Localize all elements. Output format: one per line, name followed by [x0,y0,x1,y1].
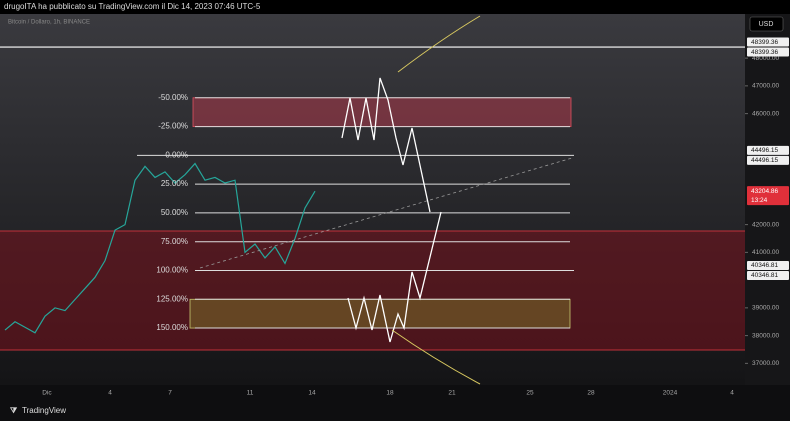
fib-label: 0.00% [165,150,188,159]
y-tick-label: 42000.00 [752,221,779,228]
price-badge [747,270,789,280]
y-tick-label: 38000.00 [752,332,779,339]
fib-label: 125.00% [156,294,188,303]
fib-label: 25.00% [161,179,188,188]
fib-label: -25.00% [158,122,188,131]
price-badge-text: 40346.81 [751,272,778,279]
y-tick-label: 41000.00 [752,249,779,256]
footer-text: TradingView [22,406,66,415]
price-badge [747,260,789,270]
header-text: drugoITA ha pubblicato su TradingView.co… [4,2,261,11]
price-badge [747,37,789,47]
x-tick-label: 14 [308,390,316,397]
fib-box-red [192,97,572,127]
x-tick-label: 11 [247,390,254,397]
x-tick-label: 4 [108,390,112,397]
fib-label: 100.00% [156,266,188,275]
y-tick-label: 37000.00 [752,360,779,367]
y-tick-label: 47000.00 [752,83,779,90]
fib-label: 150.00% [156,323,188,332]
time-axis [0,385,790,421]
projection-path [347,211,442,343]
price-badge [747,155,789,165]
header-bar [0,0,790,14]
y-tick-label: 48000.00 [752,55,779,62]
currency-button[interactable] [749,16,784,32]
x-tick-label: Dic [42,390,52,397]
x-tick-label: 28 [587,390,595,397]
red-zone [0,231,745,350]
price-badge-text: 44496.15 [751,157,778,164]
trend-line [199,157,573,269]
price-badge [747,145,789,155]
price-badge [747,47,789,57]
x-tick-label: 7 [168,390,172,397]
footer-logo: ⧩ [10,406,18,415]
price-badge-text: 48399.36 [751,49,778,56]
currency-text: USD [759,21,774,28]
x-tick-label: 25 [526,390,534,397]
x-tick-label: 4 [730,390,734,397]
last-price-text: 43204.86 [751,188,778,195]
fib-label: 75.00% [161,237,188,246]
symbol-text: Bitcoin / Dollaro, 1h, BINANCE [8,20,90,26]
price-badge-text: 44496.15 [751,147,778,154]
price-line [4,162,316,334]
fib-box-yellow [189,298,571,329]
price-badge-text: 40346.81 [751,262,778,269]
countdown-text: 13:24 [751,197,768,204]
chart-layer [0,46,748,364]
fib-label: -50.00% [158,93,188,102]
projection-path [341,77,431,213]
arc [391,329,481,385]
x-tick-label: 18 [386,390,394,397]
y-tick-label: 46000.00 [752,110,779,117]
x-tick-label: 2024 [663,390,678,397]
y-tick-label: 39000.00 [752,305,779,312]
arc [397,15,481,73]
last-price-badge [747,186,789,206]
price-badge-text: 48399.36 [751,39,778,46]
x-tick-label: 21 [448,390,456,397]
fib-label: 50.00% [161,208,188,217]
